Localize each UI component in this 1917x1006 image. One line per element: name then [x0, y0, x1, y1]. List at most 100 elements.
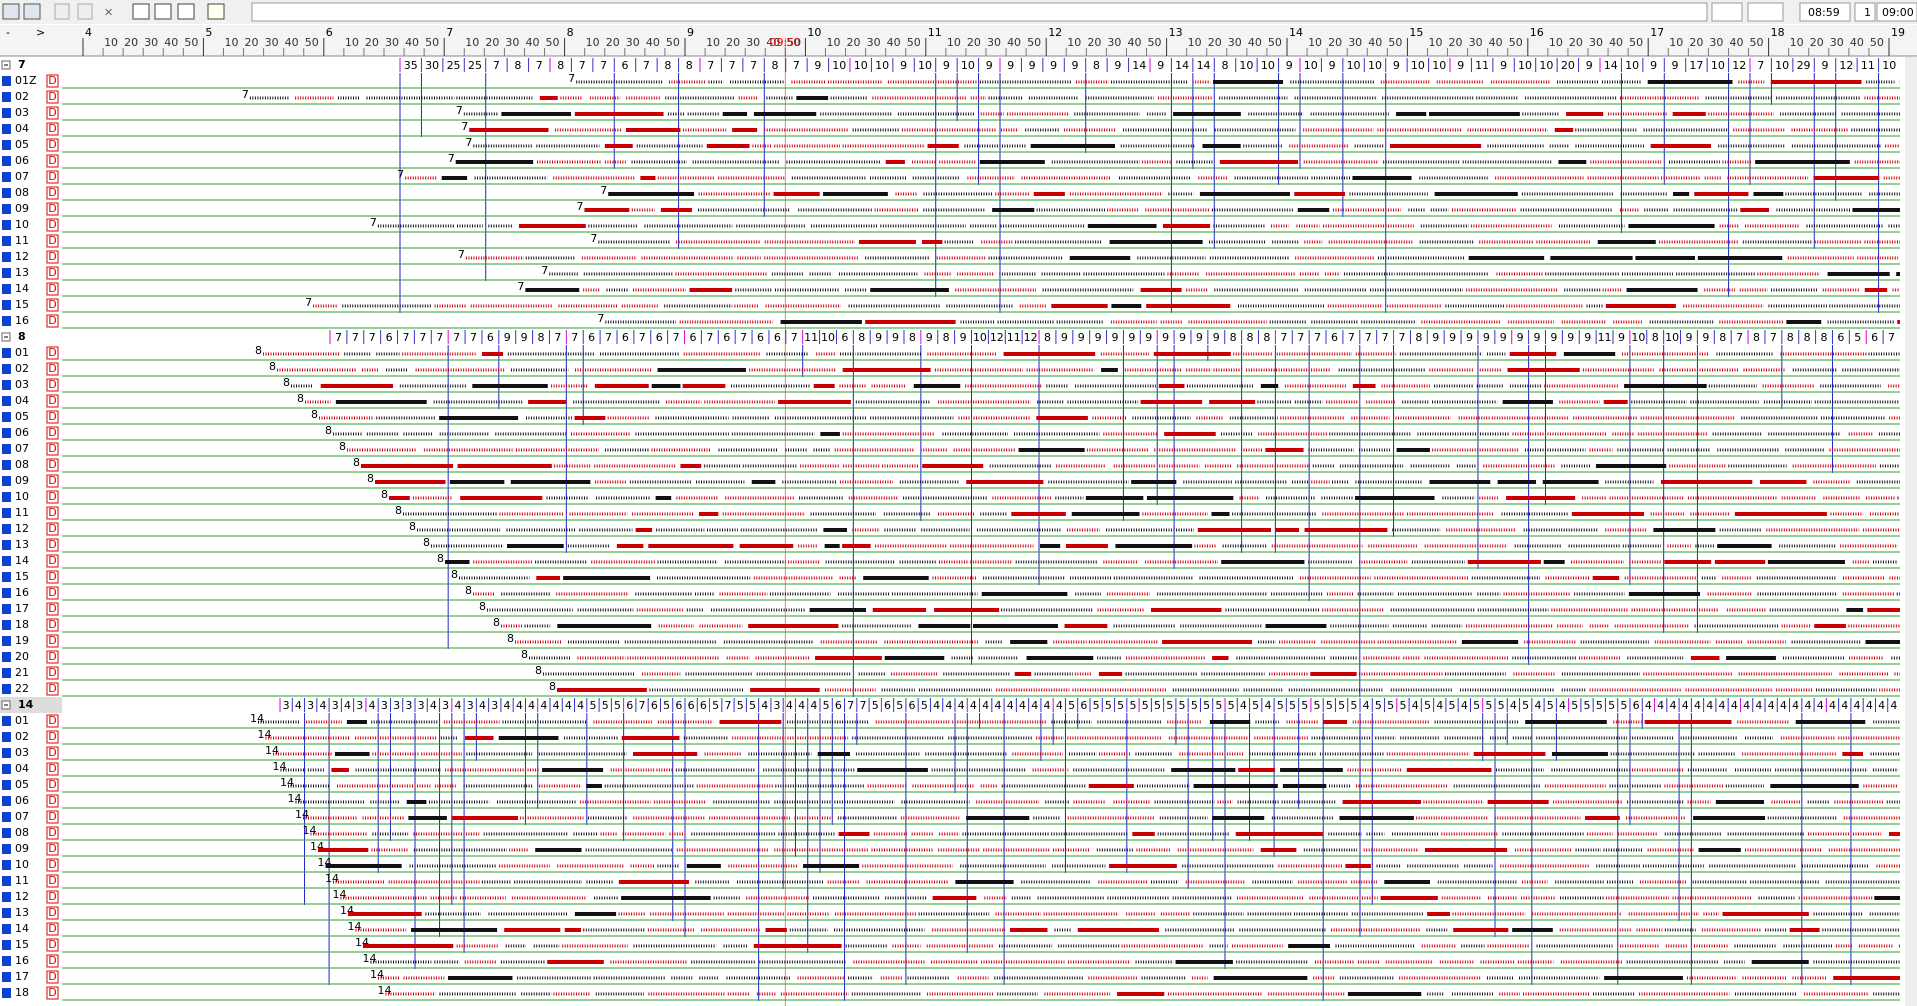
row-label: 03	[15, 746, 29, 759]
minute-label: 20	[847, 36, 861, 49]
minute-label: 50	[1870, 36, 1884, 49]
headway: 7	[729, 59, 736, 72]
headway: 5	[1608, 699, 1615, 712]
headway: 5	[1252, 699, 1259, 712]
route-start: 7	[242, 88, 249, 101]
row-flag: D	[48, 650, 56, 663]
row-icon	[2, 524, 11, 534]
flag-box	[46, 346, 59, 360]
flag-box	[46, 618, 59, 632]
headway: 4	[945, 699, 952, 712]
headway: 9	[1432, 331, 1439, 344]
row-label: 03	[15, 378, 29, 391]
headway: 10	[854, 59, 868, 72]
headway: 9	[1517, 331, 1524, 344]
row-label: 15	[15, 570, 29, 583]
row-icon	[2, 876, 11, 886]
row-icon	[2, 268, 11, 278]
nav-forward[interactable]: >	[36, 26, 45, 39]
headway: 12	[1732, 59, 1746, 72]
headway: 7	[750, 59, 757, 72]
row-label: 14	[15, 554, 29, 567]
hour-label: 4	[85, 26, 92, 39]
headway: 3	[332, 699, 339, 712]
minute-label: 10	[1790, 36, 1804, 49]
toolbar-buttons[interactable]: ✕	[2, 3, 225, 20]
headway: 3	[467, 699, 474, 712]
row-icon	[2, 924, 11, 934]
headway: 4	[504, 699, 511, 712]
minute-label: 20	[1208, 36, 1222, 49]
hour-label: 10	[807, 26, 821, 39]
svg-text:✕: ✕	[104, 6, 113, 19]
headway: 4	[786, 699, 793, 712]
row-icon	[2, 748, 11, 758]
flag-box	[46, 154, 59, 168]
row-icon	[2, 572, 11, 582]
row-label: 21	[15, 666, 29, 679]
row-label: 04	[15, 122, 29, 135]
headway: 3	[418, 699, 425, 712]
row-icon	[2, 860, 11, 870]
row-flag: D	[48, 522, 56, 535]
route-start: 14	[370, 968, 384, 981]
headway: 4	[1436, 699, 1443, 712]
row-icon	[2, 796, 11, 806]
flag-box	[46, 186, 59, 200]
hour-label: 11	[928, 26, 942, 39]
minute-label: 30	[626, 36, 640, 49]
route-start: 8	[395, 504, 402, 517]
headway: 6	[626, 699, 633, 712]
flag-box	[46, 570, 59, 584]
headway: 11	[804, 331, 818, 344]
headway: 7	[643, 59, 650, 72]
flag-box	[46, 250, 59, 264]
row-icon	[2, 844, 11, 854]
headway: 5	[1142, 699, 1149, 712]
headway: 8	[943, 331, 950, 344]
flag-box	[46, 410, 59, 424]
row-icon	[2, 684, 11, 694]
row-flag: D	[48, 170, 56, 183]
flag-box	[46, 314, 59, 328]
headway: 6	[487, 331, 494, 344]
row-label: 05	[15, 778, 29, 791]
headway: 4	[1669, 699, 1676, 712]
headway: 8	[858, 331, 865, 344]
headway: 10	[875, 59, 889, 72]
minute-label: 30	[385, 36, 399, 49]
headway: 14	[1604, 59, 1618, 72]
route-start: 14	[288, 792, 302, 805]
minute-label: 30	[1348, 36, 1362, 49]
nav-back[interactable]: -	[6, 26, 10, 39]
route-start: 7	[465, 136, 472, 149]
headway: 5	[1449, 699, 1456, 712]
minute-label: 50	[425, 36, 439, 49]
row-flag: D	[48, 890, 56, 903]
hour-label: 16	[1530, 26, 1544, 39]
row-icon	[2, 172, 11, 182]
headway: 5	[1314, 699, 1321, 712]
headway: 7	[554, 331, 561, 344]
search-field[interactable]	[251, 2, 1708, 22]
minute-label: 10	[826, 36, 840, 49]
headway: 6	[688, 699, 695, 712]
route-start: 8	[423, 536, 430, 549]
row-label: 14	[15, 282, 29, 295]
row-flag: D	[48, 154, 56, 167]
row-flag: D	[48, 906, 56, 919]
minute-label: 50	[305, 36, 319, 49]
row-icon	[2, 972, 11, 982]
headway: 5	[1154, 699, 1161, 712]
headway: 7	[470, 331, 477, 344]
scrollbar[interactable]	[1905, 57, 1917, 1006]
headway: 8	[1415, 331, 1422, 344]
row-icon	[2, 588, 11, 598]
row-flag: D	[48, 474, 56, 487]
route-start: 7	[370, 216, 377, 229]
headway: 5	[1129, 699, 1136, 712]
route-start: 8	[465, 584, 472, 597]
headway: 9	[1500, 59, 1507, 72]
minute-label: 10	[1308, 36, 1322, 49]
route-start: 7	[576, 200, 583, 213]
